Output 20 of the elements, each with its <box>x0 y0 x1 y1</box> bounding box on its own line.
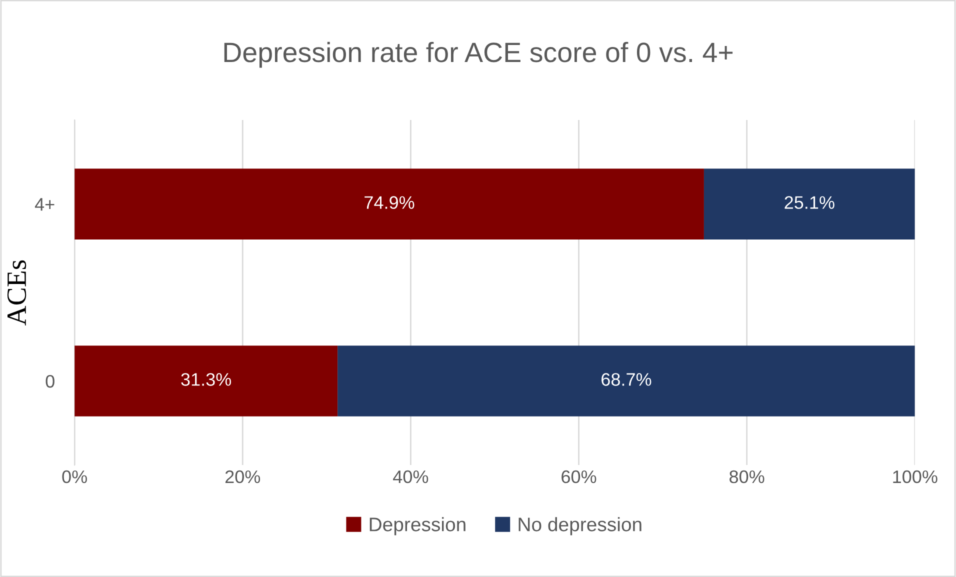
y-tick-label: 4+ <box>34 198 54 211</box>
bar <box>338 346 915 416</box>
x-tick-label: 40% <box>393 470 428 484</box>
x-tick-label: 60% <box>562 470 596 484</box>
data-label: 68.7% <box>602 373 652 386</box>
bar <box>74 168 704 240</box>
y-tick-label: 0 <box>46 374 54 388</box>
data-label: 31.3% <box>181 373 232 386</box>
chart-title: Depression rate for ACE score of 0 vs. 4+ <box>224 42 733 68</box>
x-tick-label: 0% <box>62 470 87 484</box>
legend-label: No depression <box>518 517 642 536</box>
legend-label: Depression <box>370 517 466 536</box>
bar <box>704 168 915 240</box>
x-tick-label: 100% <box>893 470 938 484</box>
x-tick-label: 20% <box>225 470 260 484</box>
data-label: 74.9% <box>364 196 414 209</box>
bar <box>74 346 338 416</box>
x-tick-label: 80% <box>730 470 764 484</box>
y-axis-title: ACEs <box>7 260 26 326</box>
data-label: 25.1% <box>784 196 834 209</box>
